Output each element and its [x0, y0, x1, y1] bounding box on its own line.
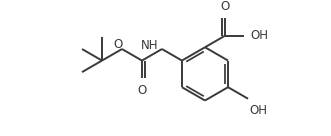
Text: O: O	[137, 84, 147, 97]
Text: OH: OH	[250, 104, 268, 117]
Text: O: O	[114, 38, 123, 51]
Text: OH: OH	[251, 29, 269, 42]
Text: O: O	[220, 0, 230, 13]
Text: NH: NH	[141, 39, 159, 52]
